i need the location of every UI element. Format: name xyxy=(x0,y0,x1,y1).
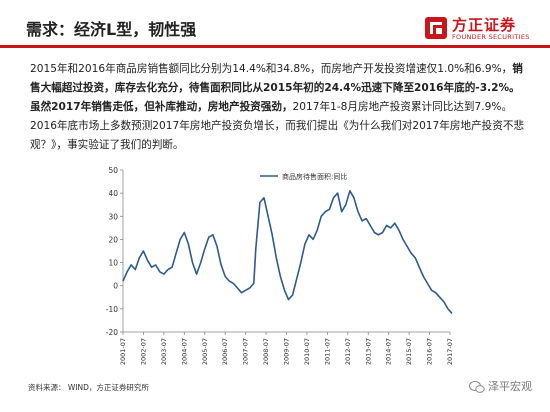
legend-label: 商品房待售面积:同比 xyxy=(282,172,347,181)
y-tick-label: 30 xyxy=(108,212,118,221)
logo-cn-text: 方正证券 xyxy=(452,16,517,34)
x-tick-label: 2017-07 xyxy=(446,338,454,365)
line-chart: -20 -10 0 10 20 30 40 50 2001-07 2002-07 2003-07 20… xyxy=(106,166,454,365)
page-title: 需求：经济L型，韧性强 xyxy=(26,20,197,39)
y-tick-label: -10 xyxy=(106,305,118,314)
paragraph-segment-1: 2015年和2016年商品房销售额同比分别为14.4%和34.8%，而房地产开发… xyxy=(30,63,513,75)
x-tick-label: 2003-07 xyxy=(160,338,168,365)
x-tick-label: 2009-07 xyxy=(283,338,291,365)
x-tick-label: 2011-07 xyxy=(323,338,331,365)
x-tick-label: 2013-07 xyxy=(364,338,372,365)
y-tick-label: 20 xyxy=(108,235,118,244)
logo-mark-icon xyxy=(425,17,447,39)
x-tick-label: 2012-07 xyxy=(344,338,352,365)
x-tick-label: 2004-07 xyxy=(180,338,188,365)
y-tick-label: 10 xyxy=(108,259,118,268)
wechat-icon xyxy=(469,381,485,393)
x-tick-label: 2002-07 xyxy=(139,338,147,365)
y-tick-label: 50 xyxy=(108,166,118,175)
watermark: 泽平宏观 xyxy=(469,378,532,394)
title-divider xyxy=(0,45,550,48)
x-tick-label: 2014-07 xyxy=(385,338,393,365)
y-tick-label: 0 xyxy=(113,282,118,291)
x-tick-label: 2008-07 xyxy=(262,338,270,365)
paragraph-segment-2-bold: 销售大幅超过投资，库存去化充分，待售面积同比从2015年初的24.4%迅速下降至… xyxy=(30,63,523,113)
company-logo: 方正证券 FOUNDER SECURITIES xyxy=(424,14,536,46)
paragraph-segment-3: 2017年1-8月房地产投资累计同比达到7.9%。2016年底市场上多数预测20… xyxy=(30,101,525,151)
y-tick-label: -20 xyxy=(106,328,118,337)
x-tick-label: 2007-07 xyxy=(242,338,250,365)
watermark-text: 泽平宏观 xyxy=(488,380,532,393)
x-tick-label: 2016-07 xyxy=(426,338,434,365)
x-tick-label: 2015-07 xyxy=(405,338,413,365)
x-tick-label: 2010-07 xyxy=(303,338,311,365)
body-paragraph: 2015年和2016年商品房销售额同比分别为14.4%和34.8%，而房地产开发… xyxy=(30,60,530,155)
logo-en-text: FOUNDER SECURITIES xyxy=(452,33,530,41)
x-tick-label: 2005-07 xyxy=(201,338,209,365)
y-tick-label: 40 xyxy=(108,189,118,198)
source-note: 资料来源： WIND，方正证券研究所 xyxy=(28,383,149,392)
series-line xyxy=(122,189,453,315)
x-tick-label: 2006-07 xyxy=(221,338,229,365)
x-tick-label: 2001-07 xyxy=(119,338,127,365)
